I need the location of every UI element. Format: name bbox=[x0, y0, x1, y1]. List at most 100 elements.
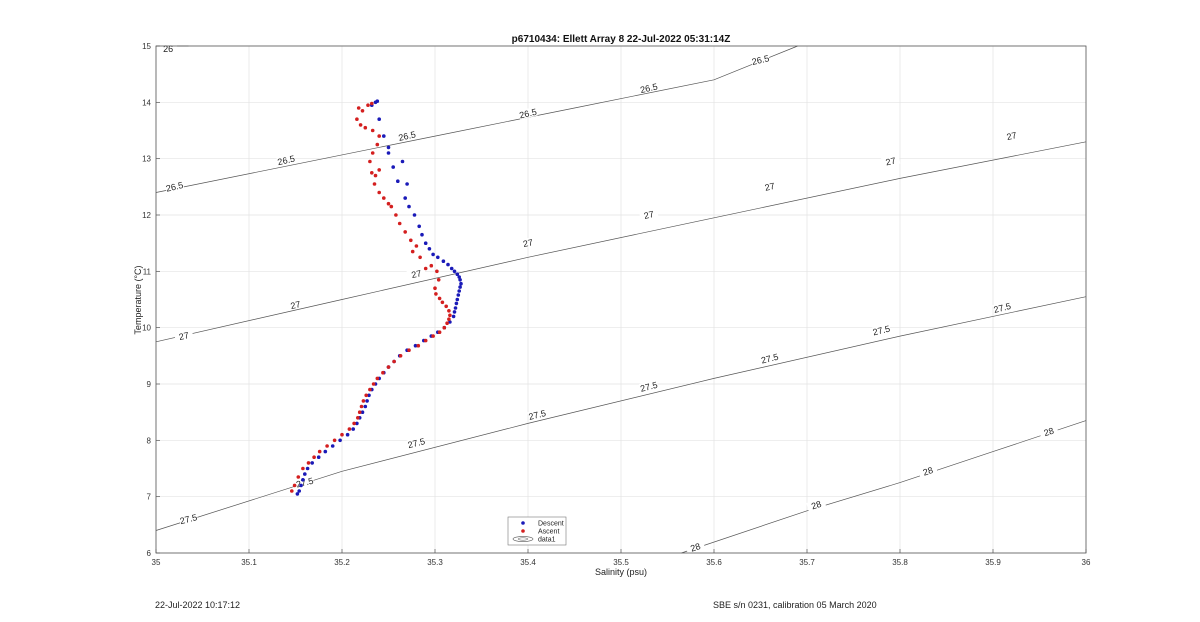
contour-label-bg bbox=[276, 153, 296, 167]
ascent-point bbox=[440, 300, 445, 305]
y-tick-label: 12 bbox=[142, 211, 151, 220]
legend-ascent-marker bbox=[521, 529, 525, 533]
ascent-point bbox=[372, 182, 377, 186]
descent-point bbox=[455, 297, 460, 302]
descent-point bbox=[400, 159, 405, 164]
contour-label: 27.5 bbox=[639, 380, 658, 394]
contour-label-bg bbox=[178, 512, 199, 526]
contour-label-bg bbox=[1001, 129, 1022, 142]
contour-label: 26.5 bbox=[751, 53, 770, 67]
ascent-point bbox=[437, 296, 442, 301]
x-tick-label: 35.8 bbox=[892, 558, 908, 567]
descent-point bbox=[449, 266, 454, 271]
contour-label-bg bbox=[750, 53, 771, 66]
ascent-point bbox=[447, 309, 451, 313]
ascent-point bbox=[373, 173, 378, 178]
x-tick-label: 35.5 bbox=[613, 558, 629, 567]
ascent-point bbox=[416, 343, 421, 348]
ascent-point bbox=[332, 438, 337, 443]
x-tick-label: 36 bbox=[1082, 558, 1091, 567]
descent-point bbox=[431, 252, 435, 257]
descent-point bbox=[456, 293, 461, 297]
contour-label-bg bbox=[871, 323, 892, 337]
x-tick-label: 35.1 bbox=[241, 558, 257, 567]
contour-label: 26 bbox=[163, 44, 173, 54]
contour-label-bg bbox=[174, 329, 194, 342]
ascent-point bbox=[394, 213, 398, 217]
legend-data1-marker-inner bbox=[517, 537, 529, 541]
ascent-point bbox=[370, 101, 374, 106]
y-tick-label: 6 bbox=[147, 549, 152, 558]
descent-point bbox=[446, 262, 450, 267]
x-tick-label: 35.2 bbox=[334, 558, 350, 567]
ascent-point bbox=[447, 317, 451, 322]
contour-label-bg bbox=[992, 300, 1013, 315]
legend-data1-label: data1 bbox=[538, 537, 556, 544]
descent-point bbox=[459, 281, 463, 286]
ascent-point bbox=[296, 475, 301, 479]
ascent-point bbox=[423, 338, 428, 343]
contour-label: 26.5 bbox=[277, 154, 296, 168]
descent-point bbox=[453, 306, 458, 310]
contour-label-bg bbox=[518, 106, 538, 120]
descent-point bbox=[386, 151, 391, 155]
contour-label-bg bbox=[164, 179, 185, 193]
ascent-point bbox=[410, 249, 415, 254]
ascent-point bbox=[292, 483, 297, 488]
contour-label-bg bbox=[159, 43, 178, 53]
legend[interactable]: Descent Ascent data1 bbox=[507, 516, 567, 546]
ascent-point bbox=[368, 159, 372, 164]
ascent-point bbox=[356, 416, 360, 420]
ascent-point bbox=[397, 221, 402, 226]
y-tick-label: 8 bbox=[147, 436, 152, 445]
descent-point bbox=[457, 289, 462, 293]
descent-point bbox=[297, 489, 302, 493]
x-tick-label: 35.7 bbox=[799, 558, 815, 567]
contour-label: 26.5 bbox=[165, 180, 184, 194]
x-tick-label: 35.9 bbox=[985, 558, 1001, 567]
descent-point bbox=[412, 213, 417, 217]
descent-point bbox=[448, 320, 452, 324]
y-tick-label: 9 bbox=[147, 380, 152, 389]
contour-line-28 bbox=[681, 420, 1087, 554]
contour-line-27 bbox=[155, 141, 1087, 343]
ascent-point bbox=[377, 134, 382, 138]
y-axis-label: Temperature (°C) bbox=[133, 265, 143, 334]
ascent-point bbox=[436, 278, 441, 282]
contour-label: 28 bbox=[922, 465, 935, 478]
descent-point bbox=[436, 255, 440, 260]
y-tick-label: 11 bbox=[143, 267, 152, 276]
x-tick-label: 35.4 bbox=[520, 558, 536, 567]
ascent-point bbox=[429, 263, 434, 268]
descent-point bbox=[299, 483, 303, 488]
ascent-point bbox=[414, 244, 419, 248]
descent-point bbox=[365, 399, 369, 403]
descent-point bbox=[323, 449, 328, 454]
ascent-point bbox=[356, 106, 361, 110]
ascent-point bbox=[433, 286, 437, 291]
contour-label: 27.5 bbox=[407, 436, 426, 450]
contour-label: 27 bbox=[410, 268, 422, 280]
descent-point bbox=[363, 404, 368, 409]
contour-label: 27.5 bbox=[528, 408, 547, 422]
ascent-point bbox=[355, 117, 359, 121]
contour-label: 26.5 bbox=[397, 129, 416, 143]
contour-label-bg bbox=[518, 236, 538, 249]
ascent-point bbox=[325, 444, 329, 448]
contour-label-bg bbox=[685, 539, 706, 554]
descent-point bbox=[452, 269, 457, 274]
ascent-point bbox=[312, 455, 316, 460]
ascent-point bbox=[435, 269, 439, 274]
descent-point bbox=[423, 241, 428, 245]
descent-point bbox=[407, 204, 411, 209]
ascent-point bbox=[370, 128, 375, 133]
ascent-point bbox=[398, 354, 403, 358]
descent-point bbox=[373, 100, 378, 105]
descent-point bbox=[301, 478, 305, 482]
data-points bbox=[290, 99, 463, 496]
y-tick-label: 7 bbox=[147, 493, 152, 502]
ascent-point bbox=[363, 125, 368, 130]
ascent-point bbox=[386, 365, 391, 369]
legend-ascent-label: Ascent bbox=[538, 529, 559, 536]
